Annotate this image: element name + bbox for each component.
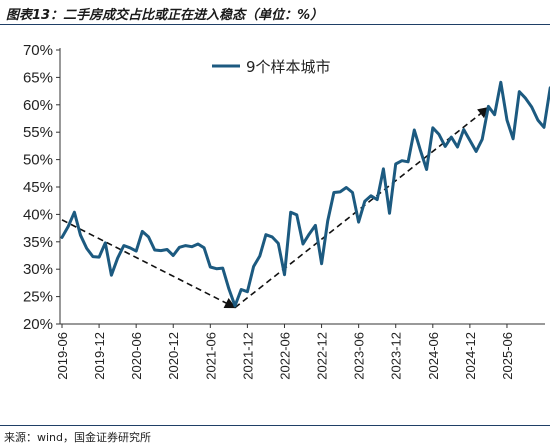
title-rule (0, 24, 550, 25)
x-axis-ticks: 2019-06 2019-12 2020-06 2020-12 2021-06 2021-… (55, 324, 515, 380)
y-tick-label: 45% (23, 179, 53, 196)
y-tick-label: 30% (23, 261, 53, 278)
x-tick-label: 2020-06 (129, 332, 144, 380)
y-axis-ticks: 20% 25% 30% 35% 40% 45% 50% 55% 60% 65% 70% (23, 42, 60, 333)
x-tick-label: 2021-12 (240, 332, 255, 380)
x-tick-label: 2024-06 (426, 332, 441, 380)
y-tick-label: 25% (23, 289, 53, 306)
trend-lines (61, 106, 490, 309)
y-tick-label: 60% (23, 97, 53, 114)
x-tick-label: 2019-06 (55, 332, 70, 380)
source-note: 来源：wind，国金证券研究所 (4, 431, 152, 444)
y-tick-label: 20% (23, 316, 53, 333)
x-tick-label: 2023-12 (389, 332, 404, 380)
source-rule (0, 425, 550, 426)
trend-arrow (61, 219, 237, 309)
axes (59, 48, 545, 325)
y-tick-label: 50% (23, 152, 53, 169)
chart-title: 图表13：二手房成交占比或正在进入稳态（单位：%） (6, 8, 324, 23)
x-tick-label: 2019-12 (92, 332, 107, 380)
y-tick-label: 70% (23, 42, 53, 59)
y-tick-label: 40% (23, 206, 53, 223)
series-line (60, 80, 550, 308)
series-lines (60, 80, 550, 308)
y-tick-label: 35% (23, 234, 53, 251)
y-tick-label: 65% (23, 69, 53, 86)
x-tick-label: 2025-06 (500, 332, 515, 380)
x-tick-label: 2021-06 (203, 332, 218, 380)
x-tick-label: 2022-06 (277, 332, 292, 380)
x-tick-label: 2024-12 (463, 332, 478, 380)
legend-label: 9个样本城市 (246, 58, 331, 76)
x-tick-label: 2022-12 (315, 332, 330, 380)
x-tick-label: 2020-12 (166, 332, 181, 380)
y-tick-label: 55% (23, 124, 53, 141)
x-tick-label: 2023-06 (352, 332, 367, 380)
legend: 9个样本城市 (212, 58, 331, 76)
